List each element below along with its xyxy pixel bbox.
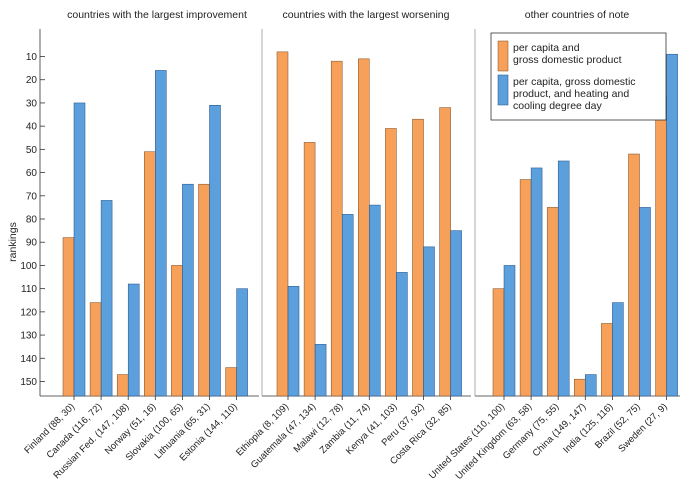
y-tick-label: 80 [26, 215, 38, 226]
bar-hdd-5 [396, 272, 408, 397]
bar-hdd-3 [557, 160, 570, 397]
bar-gdp-5 [601, 323, 613, 397]
panel-1: countries with the largest improvementFi… [22, 9, 259, 481]
chart-panels: countries with the largest improvementFi… [22, 9, 680, 482]
legend-swatch-gdp [497, 40, 509, 72]
y-tick-label: 100 [20, 261, 37, 272]
y-tick-label: 10 [26, 52, 38, 63]
bar-hdd-6 [639, 207, 651, 397]
legend-label-hdd: product, and heating and [513, 88, 629, 100]
y-tick-label: 140 [20, 354, 37, 365]
bar-gdp-4 [144, 151, 156, 397]
bar-gdp-7 [225, 367, 237, 397]
bar-gdp-6 [628, 153, 640, 397]
y-tick-label: 150 [20, 377, 37, 388]
x-tick-label: Sweden (27, 9) [616, 401, 669, 454]
bar-hdd-6 [209, 105, 221, 397]
bar-gdp-5 [385, 128, 397, 397]
y-tick-label: 110 [21, 284, 37, 295]
bar-gdp-5 [171, 265, 183, 397]
legend-label-gdp: gross domestic product [513, 54, 622, 66]
bar-gdp-6 [198, 183, 210, 397]
bar-hdd-6 [423, 246, 435, 397]
bar-gdp-3 [116, 374, 129, 397]
y-tick-label: 20 [26, 75, 38, 86]
y-tick-label: 70 [26, 191, 38, 202]
bar-gdp-3 [330, 60, 343, 397]
legend-label-hdd: per capita, gross domestic [513, 76, 636, 88]
bar-gdp-7 [655, 95, 667, 397]
panel-2: countries with the largest worseningEthi… [234, 9, 471, 471]
bar-hdd-2 [530, 167, 543, 397]
bar-hdd-1 [287, 286, 300, 397]
y-tick-label: 130 [20, 331, 37, 342]
bar-gdp-1 [276, 51, 289, 397]
panel-title: countries with the largest improvement [67, 9, 247, 21]
legend-label-hdd: cooling degree day [513, 100, 602, 112]
bar-hdd-1 [73, 102, 86, 397]
bar-hdd-3 [127, 283, 140, 397]
legend-box [490, 32, 667, 121]
bar-hdd-7 [236, 288, 248, 397]
y-axis: 10 20 30 40 50 60 70 80 90 100 110 120 130 140 150 [20, 29, 45, 396]
bar-hdd-4 [369, 204, 381, 397]
y-tick-label: 90 [26, 238, 38, 249]
bar-hdd-2 [100, 200, 113, 397]
bar-hdd-5 [612, 302, 624, 397]
y-axis-label: rankings [7, 222, 19, 262]
panel-title: countries with the largest worsening [283, 9, 450, 21]
y-tick-label: 40 [26, 122, 38, 133]
bar-hdd-2 [314, 344, 327, 397]
panel-title: other countries of note [525, 9, 630, 21]
legend-swatch-hdd [497, 74, 509, 106]
bar-hdd-4 [585, 374, 597, 397]
bar-hdd-7 [666, 53, 678, 397]
bar-hdd-3 [341, 214, 354, 397]
bar-gdp-1 [62, 237, 75, 397]
bar-gdp-2 [519, 179, 532, 397]
y-tick-label: 30 [26, 98, 38, 109]
bar-gdp-6 [412, 118, 424, 397]
bar-hdd-7 [450, 230, 462, 397]
y-tick-label: 50 [26, 145, 38, 156]
bar-gdp-2 [89, 302, 102, 397]
bar-hdd-1 [503, 265, 516, 397]
bar-gdp-2 [303, 142, 316, 397]
bar-gdp-3 [546, 207, 559, 397]
bar-hdd-4 [155, 70, 167, 397]
y-tick-label: 120 [20, 307, 37, 318]
bar-gdp-7 [439, 107, 451, 397]
bar-gdp-4 [574, 378, 586, 397]
y-tick-label: 60 [26, 168, 38, 179]
bar-gdp-1 [492, 288, 505, 397]
legend-label-gdp: per capita and [513, 42, 580, 54]
bar-hdd-5 [182, 183, 194, 397]
bar-gdp-4 [358, 58, 370, 397]
